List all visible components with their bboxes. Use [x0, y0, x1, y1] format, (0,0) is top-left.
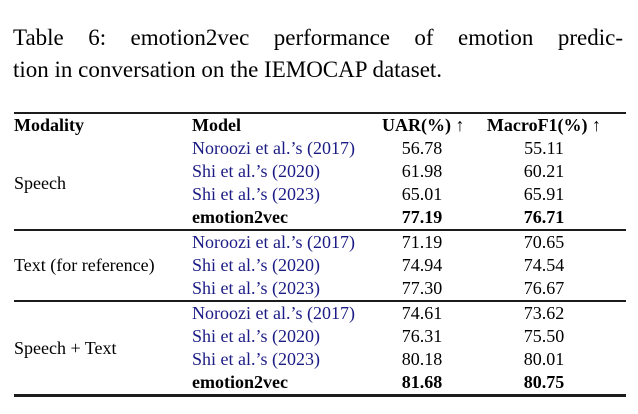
uar-value: 71.19: [382, 229, 462, 254]
header-uar: UAR(%) ↑: [382, 115, 462, 135]
table-row: Shi et al.’s (2020) 74.94 74.54: [14, 254, 626, 277]
uar-value: 56.78: [401, 138, 443, 158]
modality-cell: Text (for reference): [14, 229, 192, 301]
table-row: Shi et al.’s (2023) 80.18 80.01: [14, 348, 626, 371]
table-row: Speech Noroozi et al.’s (2017) 56.78 55.11: [14, 137, 626, 193]
header-row: Modality Model UAR(%) ↑ MacroF1(%) ↑: [14, 113, 626, 137]
table-row: Shi et al.’s (2020) 76.31 75.50: [14, 325, 626, 348]
model-name: emotion2vec: [192, 372, 288, 392]
uar-value: 65.01: [401, 184, 443, 204]
model-name: emotion2vec: [192, 207, 288, 227]
model-citation-link[interactable]: Shi et al.’s (2020): [192, 326, 320, 346]
model-citation-link[interactable]: Shi et al.’s (2023): [192, 184, 320, 204]
macrof1-value: 80.75: [523, 372, 565, 392]
table-header: Modality Model UAR(%) ↑ MacroF1(%) ↑: [14, 113, 626, 137]
macrof1-value: 60.21: [523, 161, 565, 181]
model-citation-link[interactable]: Shi et al.’s (2020): [192, 161, 320, 181]
caption-line-2: tion in conversation on the IEMOCAP data…: [13, 57, 443, 82]
table-row: Text (for reference) Noroozi et al.’s (20…: [14, 229, 626, 301]
uar-value: 77.30: [401, 278, 443, 298]
table-row: Speech + Text Noroozi et al.’s (2017) 74.6…: [14, 300, 626, 396]
uar-value: 80.18: [401, 349, 443, 369]
uar-value: 77.19: [401, 207, 443, 227]
table-row: Shi et al.’s (2023) 65.01 65.91: [14, 183, 626, 206]
macrof1-value: 65.91: [523, 184, 565, 204]
header-macrof1: MacroF1(%) ↑: [486, 115, 602, 135]
macrof1-value: 73.62: [462, 300, 626, 325]
macrof1-value: 55.11: [524, 138, 564, 158]
paper-page: Table 6: emotion2vec performance of emot…: [0, 22, 638, 414]
macrof1-value: 74.54: [523, 255, 565, 275]
macrof1-value: 70.65: [462, 229, 626, 254]
table-body: Speech Noroozi et al.’s (2017) 56.78 55.11 S…: [14, 137, 626, 396]
model-citation-link[interactable]: Noroozi et al.’s (2017): [192, 300, 382, 325]
uar-value: 74.94: [401, 255, 443, 275]
table-row: Shi et al.’s (2020) 61.98 60.21: [14, 160, 626, 183]
model-citation-link[interactable]: Shi et al.’s (2023): [192, 278, 320, 298]
uar-value: 74.61: [382, 300, 462, 325]
macrof1-value: 80.01: [523, 349, 565, 369]
model-citation-link[interactable]: Noroozi et al.’s (2017): [192, 138, 355, 158]
table-caption: Table 6: emotion2vec performance of emot…: [13, 22, 623, 86]
uar-value: 81.68: [401, 372, 443, 392]
table-row: emotion2vec 77.19 76.71: [14, 206, 626, 230]
modality-cell: Speech: [14, 172, 66, 193]
uar-value: 61.98: [401, 161, 443, 181]
results-table: Modality Model UAR(%) ↑ MacroF1(%) ↑ Spe…: [14, 112, 626, 397]
header-modality: Modality: [14, 115, 84, 135]
table-row: Shi et al.’s (2023) 77.30 76.67: [14, 277, 626, 301]
header-model: Model: [192, 115, 241, 135]
table-row: emotion2vec 81.68 80.75: [14, 371, 626, 396]
macrof1-value: 76.71: [523, 207, 565, 227]
model-citation-link[interactable]: Shi et al.’s (2020): [192, 255, 320, 275]
macrof1-value: 76.67: [523, 278, 565, 298]
model-citation-link[interactable]: Noroozi et al.’s (2017): [192, 229, 382, 254]
caption-line-1: Table 6: emotion2vec performance of emot…: [13, 25, 623, 50]
model-citation-link[interactable]: Shi et al.’s (2023): [192, 349, 320, 369]
modality-cell: Speech + Text: [14, 300, 192, 396]
macrof1-value: 75.50: [523, 326, 565, 346]
uar-value: 76.31: [401, 326, 443, 346]
